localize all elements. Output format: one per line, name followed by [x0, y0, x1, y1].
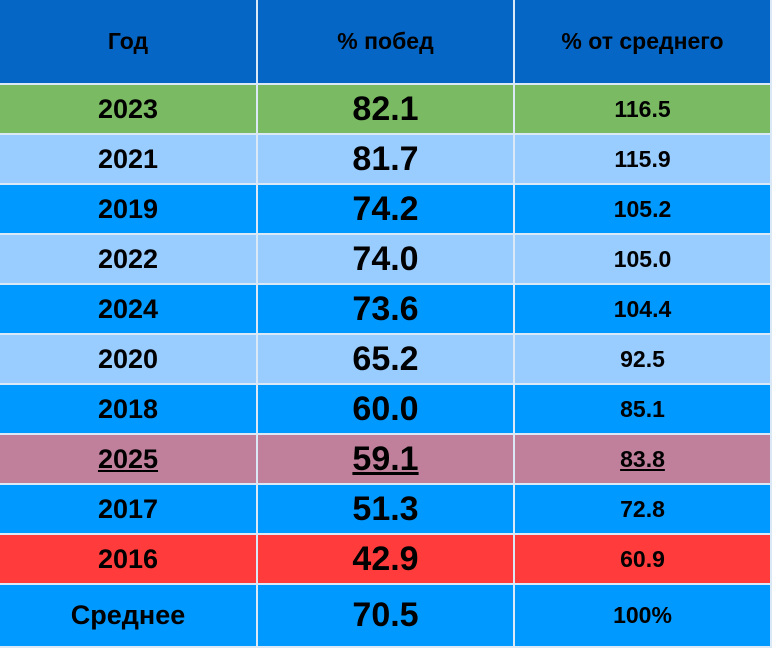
- table-cell: 2016: [0, 535, 258, 585]
- table-cell: 74.2: [258, 185, 515, 235]
- table-cell: 104.4: [515, 285, 772, 335]
- table-cell: 2025: [0, 435, 258, 485]
- table-cell: 100%: [515, 585, 772, 648]
- table-cell: 2017: [0, 485, 258, 535]
- table-cell: 2022: [0, 235, 258, 285]
- table-cell: 2024: [0, 285, 258, 335]
- table-cell: 2021: [0, 135, 258, 185]
- table-cell: 2019: [0, 185, 258, 235]
- table-cell: 51.3: [258, 485, 515, 535]
- table-cell: 2018: [0, 385, 258, 435]
- table-cell: 65.2: [258, 335, 515, 385]
- table-cell: 42.9: [258, 535, 515, 585]
- table-cell: 59.1: [258, 435, 515, 485]
- table-cell: 105.2: [515, 185, 772, 235]
- table-cell: 85.1: [515, 385, 772, 435]
- table-cell: 82.1: [258, 85, 515, 135]
- table-cell: 60.0: [258, 385, 515, 435]
- table-cell: Год: [0, 0, 258, 85]
- table-cell: 2020: [0, 335, 258, 385]
- table-cell: 73.6: [258, 285, 515, 335]
- table-cell: % от среднего: [515, 0, 772, 85]
- table-cell: Среднее: [0, 585, 258, 648]
- table-cell: 81.7: [258, 135, 515, 185]
- table-cell: 60.9: [515, 535, 772, 585]
- table-cell: 74.0: [258, 235, 515, 285]
- table-cell: % побед: [258, 0, 515, 85]
- table-cell: 105.0: [515, 235, 772, 285]
- table-cell: 92.5: [515, 335, 772, 385]
- table-cell: 116.5: [515, 85, 772, 135]
- table-cell: 72.8: [515, 485, 772, 535]
- table-cell: 70.5: [258, 585, 515, 648]
- table-cell: 115.9: [515, 135, 772, 185]
- table-cell: 83.8: [515, 435, 772, 485]
- table-cell: 2023: [0, 85, 258, 135]
